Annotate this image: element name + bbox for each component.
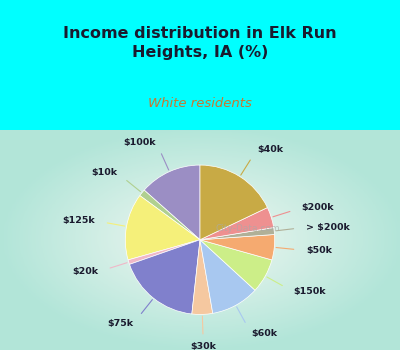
Text: $60k: $60k — [251, 329, 277, 338]
Text: City-Data.com: City-Data.com — [216, 224, 280, 233]
Text: $40k: $40k — [257, 145, 283, 154]
Wedge shape — [200, 240, 272, 290]
Wedge shape — [200, 228, 274, 240]
Text: $150k: $150k — [293, 287, 326, 296]
Text: $125k: $125k — [62, 216, 95, 225]
Text: White residents: White residents — [148, 97, 252, 110]
Text: $100k: $100k — [124, 138, 156, 147]
Wedge shape — [200, 240, 255, 313]
Text: $50k: $50k — [306, 246, 332, 255]
Wedge shape — [200, 208, 274, 240]
Wedge shape — [200, 234, 275, 260]
Wedge shape — [144, 165, 200, 240]
Text: $200k: $200k — [302, 203, 334, 212]
Wedge shape — [140, 190, 200, 240]
Text: $10k: $10k — [91, 168, 117, 177]
Text: $30k: $30k — [190, 342, 216, 350]
Text: $20k: $20k — [72, 267, 98, 276]
Wedge shape — [125, 196, 200, 260]
Wedge shape — [192, 240, 213, 314]
Text: > $200k: > $200k — [306, 223, 350, 232]
Wedge shape — [130, 240, 200, 314]
Wedge shape — [128, 240, 200, 264]
Text: $75k: $75k — [108, 319, 134, 328]
Text: Income distribution in Elk Run
Heights, IA (%): Income distribution in Elk Run Heights, … — [63, 26, 337, 60]
Wedge shape — [200, 165, 267, 240]
